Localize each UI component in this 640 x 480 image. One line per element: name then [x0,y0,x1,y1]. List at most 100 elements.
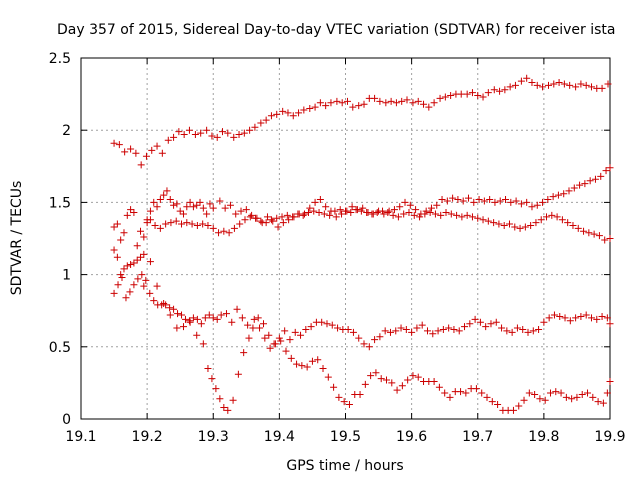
data-point [323,320,331,328]
data-point [203,210,211,218]
series-trace-5 [140,258,614,414]
data-point [246,213,254,221]
data-point [238,314,246,322]
chart-title: Day 357 of 2015, Sidereal Day-to-day VTE… [57,22,615,38]
data-point [591,175,599,183]
data-point [110,246,118,254]
data-point [479,216,487,224]
data-point [266,344,274,352]
data-point [539,198,547,206]
data-point [179,323,187,331]
data-point [225,229,233,237]
data-point [222,310,230,318]
data-point [248,211,256,219]
data-point [262,219,270,227]
data-point [401,198,409,206]
data-point [274,223,282,231]
data-point [316,99,324,107]
data-point [560,190,568,198]
data-point [281,327,289,335]
data-point [193,222,201,230]
data-point [303,363,311,371]
data-point [342,207,349,215]
data-point [484,89,492,97]
data-point [293,360,301,368]
data-point [490,219,498,227]
data-point [557,389,565,397]
data-point [398,97,406,105]
data-point [398,382,406,390]
data-point [480,197,488,205]
data-point [595,232,603,240]
data-point [138,271,146,279]
y-tick-label: 1 [62,268,71,284]
data-point [204,222,212,230]
data-point [275,334,283,342]
data-point [284,109,292,117]
data-point [507,198,515,206]
axis-ticks [80,57,611,420]
data-point [127,206,135,214]
data-point [304,209,312,217]
data-point [316,196,324,204]
data-point [584,389,592,397]
x-tick-label: 19.5 [330,429,361,445]
data-point [286,336,294,344]
data-point [235,131,243,139]
data-point [166,311,174,319]
data-point [384,209,392,217]
data-point [404,376,412,384]
data-point [455,327,463,335]
data-point [476,318,484,326]
data-point [502,196,510,204]
data-point [371,336,379,344]
data-point [539,83,547,91]
data-point [587,314,595,322]
data-point [278,213,286,221]
data-point [606,377,614,385]
data-point [585,229,593,237]
data-point [508,328,516,336]
data-point [475,196,483,204]
data-point [197,320,205,328]
data-point [306,204,314,212]
data-point [310,207,318,215]
data-point [256,324,264,332]
data-point [176,207,184,215]
data-point [164,136,172,144]
data-point [226,201,234,209]
data-point [331,207,339,215]
data-point [418,321,426,329]
data-point [209,224,217,232]
data-point [332,213,340,221]
data-point [568,395,576,403]
data-point [122,294,130,302]
data-point [598,312,606,320]
data-point [446,393,454,401]
data-point [439,325,447,333]
data-point [574,224,582,232]
data-point [209,204,217,212]
data-point [597,172,605,180]
data-point [352,206,360,214]
data-point [343,97,351,105]
data-point [282,347,290,355]
data-point [603,314,611,322]
data-point [330,383,338,391]
data-point [306,105,314,113]
data-point [385,207,393,215]
data-point [433,201,441,209]
data-point [224,406,232,414]
data-point [151,222,159,230]
data-point [117,271,125,279]
data-point [291,328,299,336]
data-point [113,253,121,261]
data-point [421,210,429,218]
data-point [188,220,196,228]
data-point [431,210,439,218]
data-point [487,320,495,328]
data-point [533,81,541,89]
data-point [531,390,539,398]
data-point [528,79,536,87]
data-point [254,314,262,322]
